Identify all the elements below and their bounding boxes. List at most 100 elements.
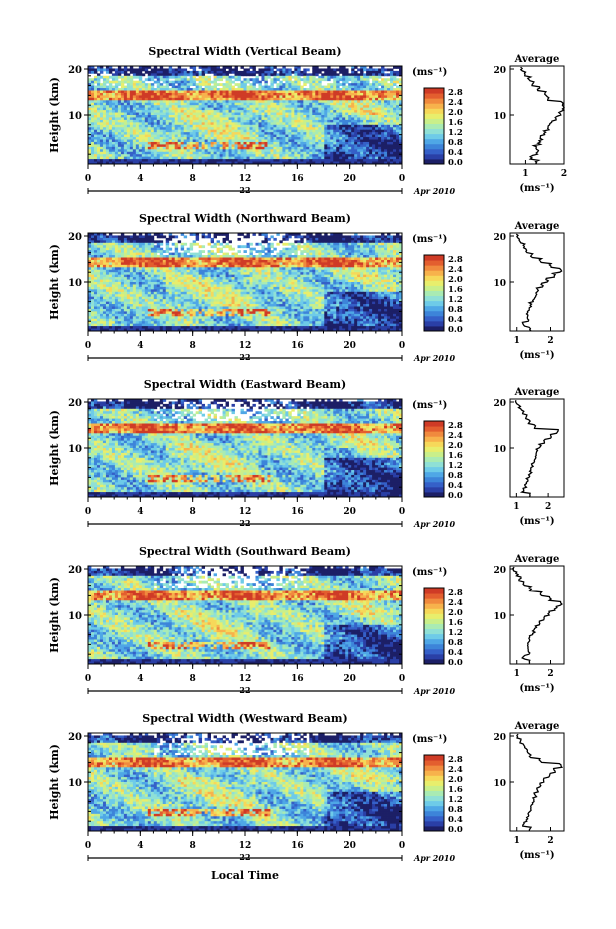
heatmap-cell xyxy=(273,105,277,109)
heatmap-cell xyxy=(321,110,325,113)
heatmap-cell xyxy=(93,161,98,164)
heatmap-cell xyxy=(381,124,385,128)
heatmap-cell xyxy=(249,124,253,128)
heatmap-cell xyxy=(168,70,173,74)
heatmap-cell xyxy=(108,240,113,244)
heatmap-cell xyxy=(171,257,176,261)
heatmap-cell xyxy=(183,70,188,74)
avg-x-tick-label: 1 xyxy=(522,169,528,179)
heatmap-cell xyxy=(99,110,104,113)
heatmap-cell xyxy=(93,237,98,241)
heatmap-cell xyxy=(213,161,217,164)
heatmap-cell xyxy=(198,88,203,91)
heatmap-cell xyxy=(180,80,185,84)
heatmap-cell xyxy=(201,149,206,153)
heatmap-cell xyxy=(306,149,310,153)
heatmap-cell xyxy=(252,105,256,109)
heatmap-cell xyxy=(291,122,295,126)
heatmap-cell xyxy=(390,255,394,258)
heatmap-cell xyxy=(276,242,280,246)
heatmap-cell xyxy=(273,141,277,145)
heatmap-cell xyxy=(375,134,379,138)
heatmap-cell xyxy=(327,95,331,99)
heatmap-cell xyxy=(240,132,244,135)
heatmap-cell xyxy=(90,240,95,244)
heatmap-cell xyxy=(282,132,286,135)
heatmap-cell xyxy=(210,92,214,96)
heatmap-cell xyxy=(120,70,125,74)
heatmap-cell xyxy=(270,68,274,72)
heatmap-cell xyxy=(96,235,101,239)
heatmap-cell xyxy=(294,70,298,74)
heatmap-cell xyxy=(330,117,334,121)
heatmap-cell xyxy=(348,112,352,116)
heatmap-cell xyxy=(336,149,340,153)
heatmap-cell xyxy=(321,245,325,249)
heatmap-cell xyxy=(399,129,402,133)
heatmap-cell xyxy=(90,80,95,84)
heatmap-cell xyxy=(333,250,337,253)
heatmap-cell xyxy=(111,127,116,131)
heatmap-cell xyxy=(300,100,304,104)
heatmap-cell xyxy=(195,151,200,155)
heatmap-cell xyxy=(195,105,200,109)
heatmap-cell xyxy=(135,146,140,150)
heatmap-cell xyxy=(225,134,229,138)
heatmap-cell xyxy=(141,235,146,239)
heatmap-cell xyxy=(126,83,131,86)
heatmap-cell xyxy=(255,107,259,111)
heatmap-cell xyxy=(387,156,391,160)
colorbar-tick-label: 1.2 xyxy=(448,128,463,138)
heatmap-cell xyxy=(261,92,265,96)
heatmap-cell xyxy=(369,235,373,239)
heatmap-cell xyxy=(294,233,298,236)
heatmap-cell xyxy=(147,129,152,133)
heatmap-cell xyxy=(393,141,397,145)
heatmap-cell xyxy=(108,92,113,96)
heatmap-cell xyxy=(246,134,250,138)
heatmap-cell xyxy=(255,117,259,121)
heatmap-cell xyxy=(336,159,340,162)
heatmap-cell xyxy=(363,245,367,249)
heatmap-cell xyxy=(327,115,331,118)
heatmap-cell xyxy=(240,102,244,106)
heatmap-cell xyxy=(387,92,391,96)
heatmap-cell xyxy=(117,144,122,148)
heatmap-cell xyxy=(366,110,370,113)
heatmap-cell xyxy=(330,107,334,111)
heatmap-cell xyxy=(165,83,170,86)
heatmap-cell xyxy=(303,141,307,145)
heatmap-cell xyxy=(279,161,283,164)
heatmap-cell xyxy=(339,154,343,158)
heatmap-cell xyxy=(234,78,238,82)
heatmap-cell xyxy=(207,154,212,158)
heatmap-cell xyxy=(150,88,155,91)
heatmap-cell xyxy=(88,146,92,150)
heatmap-cell xyxy=(348,154,352,158)
heatmap-cell xyxy=(384,105,388,109)
heatmap-cell xyxy=(375,129,379,133)
heatmap-cell xyxy=(333,237,337,241)
heatmap-cell xyxy=(291,124,295,128)
heatmap-cell xyxy=(315,159,319,162)
heatmap-cell xyxy=(201,151,206,155)
heatmap-cell xyxy=(93,75,98,79)
heatmap-cell xyxy=(264,127,268,131)
heatmap-cell xyxy=(387,83,391,86)
heatmap-cell xyxy=(399,105,402,109)
heatmap-cell xyxy=(285,88,289,91)
heatmap-cell xyxy=(339,144,343,148)
heatmap-cell xyxy=(225,151,229,155)
heatmap-cell xyxy=(88,259,92,263)
heatmap-cell xyxy=(147,156,152,160)
heatmap-cell xyxy=(372,119,376,123)
heatmap-cell xyxy=(159,115,164,118)
heatmap-cell xyxy=(219,146,223,150)
heatmap-cell xyxy=(168,75,173,79)
heatmap-cell xyxy=(366,122,370,126)
heatmap-cell xyxy=(165,117,170,121)
heatmap-cell xyxy=(279,159,283,162)
heatmap-cell xyxy=(126,110,131,113)
heatmap-cell xyxy=(393,117,397,121)
heatmap-cell xyxy=(330,137,334,140)
